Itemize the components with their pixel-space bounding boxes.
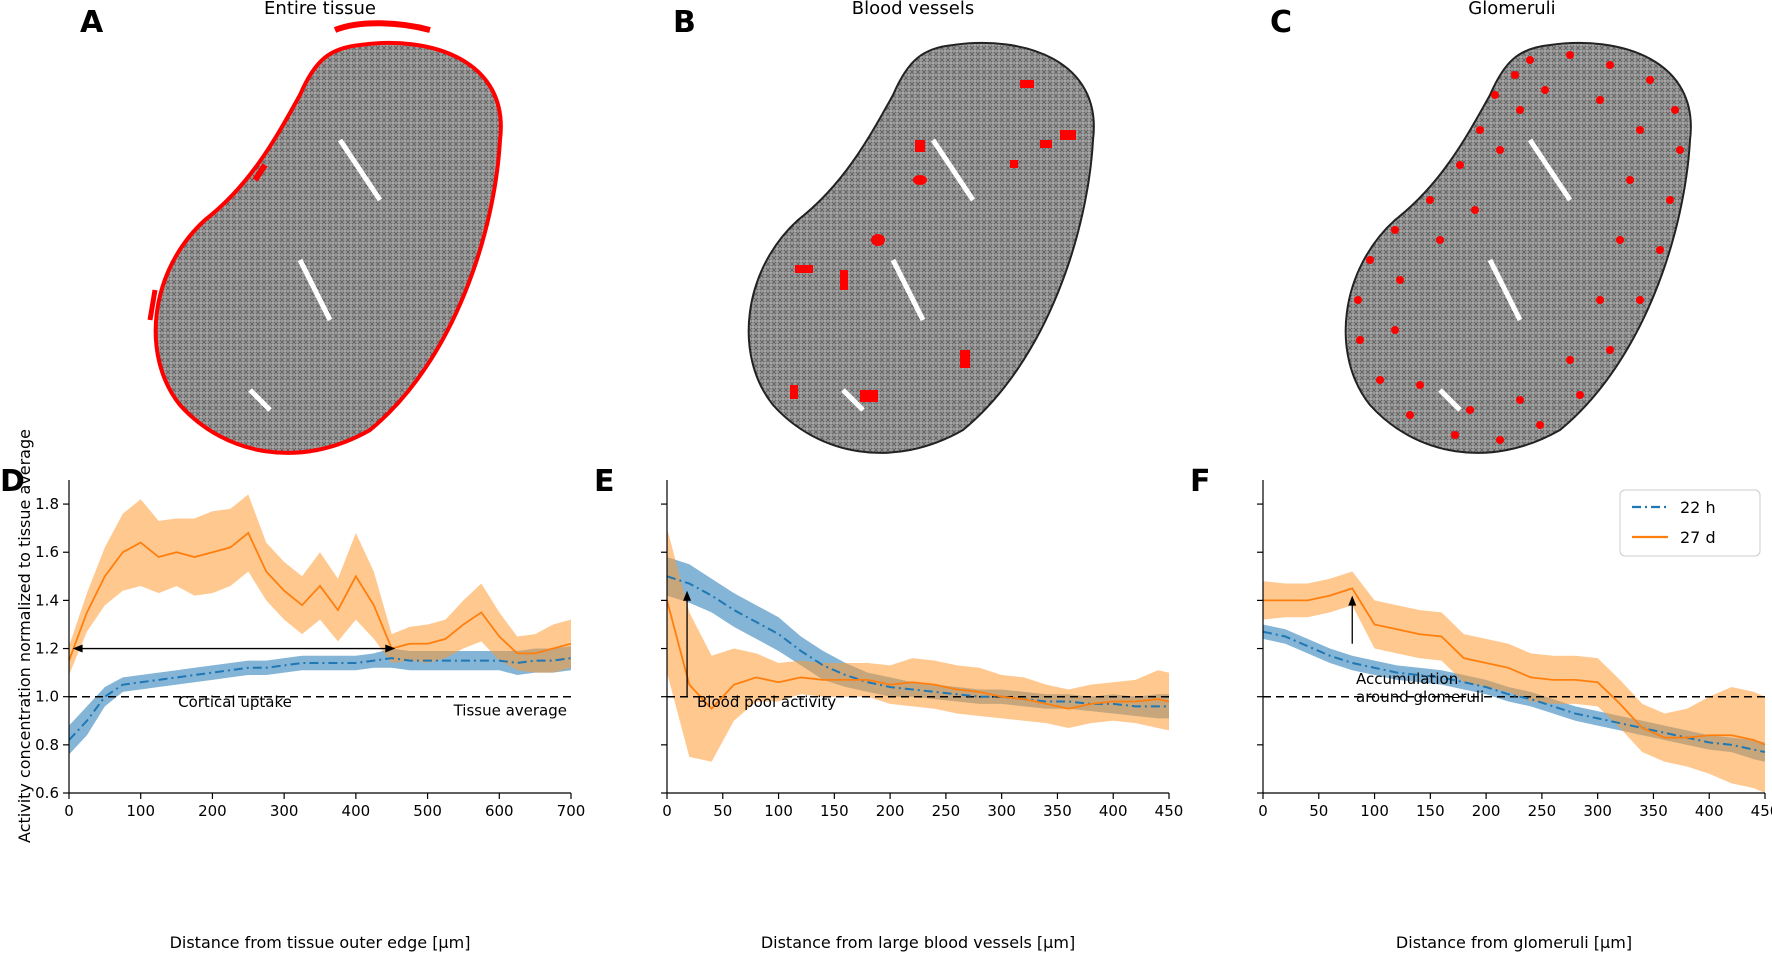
chart-d: 0 100 200 300 400 500 600 700 0.6 0.8 1.0 1.2 1.4 1.… — [35, 480, 585, 952]
x-tick-label: 250 — [932, 802, 961, 820]
x-tick-label: 50 — [1309, 802, 1328, 820]
panel-letter-c: C — [1270, 5, 1292, 40]
accumulation-label-line2: around glomeruli — [1356, 688, 1484, 706]
chart-d-reference-label: Tissue average — [453, 702, 567, 720]
panel-title-a: Entire tissue — [264, 0, 376, 19]
chart-f-x-label: Distance from glomeruli [µm] — [1396, 933, 1632, 952]
y-tick-label: 0.8 — [35, 736, 59, 754]
x-tick-label: 200 — [198, 802, 227, 820]
chart-e-y-ticks — [661, 503, 667, 794]
panel-letter-d: D — [0, 464, 25, 499]
chart-d-x-ticks: 0 100 200 300 400 500 600 700 — [64, 793, 585, 820]
panel-letter-b: B — [673, 5, 696, 40]
x-tick-label: 350 — [1639, 802, 1668, 820]
x-tick-label: 50 — [713, 802, 732, 820]
x-tick-label: 0 — [64, 802, 74, 820]
chart-f: 0 50 100 150 200 250 300 350 400 450 Distance fro… — [1257, 480, 1772, 952]
chart-d-band-22h — [69, 646, 571, 755]
cortical-uptake-label: Cortical uptake — [178, 693, 292, 711]
legend: 22 h 27 d — [1619, 489, 1761, 557]
chart-e: 0 50 100 150 200 250 300 350 400 450 Distance fro… — [661, 480, 1183, 952]
x-tick-label: 100 — [1360, 802, 1389, 820]
x-tick-label: 100 — [126, 802, 155, 820]
blood-pool-label: Blood pool activity — [697, 693, 836, 711]
x-tick-label: 400 — [342, 802, 371, 820]
chart-d-y-ticks: 0.6 0.8 1.0 1.2 1.4 1.6 1.8 — [35, 495, 69, 802]
x-tick-label: 300 — [1583, 802, 1612, 820]
y-axis-label: Activity concentration normalized to tis… — [15, 429, 34, 843]
chart-f-band-27d — [1263, 571, 1765, 793]
x-tick-label: 250 — [1528, 802, 1557, 820]
chart-f-line-22h — [1263, 630, 1765, 754]
panel-title-b: Blood vessels — [852, 0, 974, 19]
x-tick-label: 700 — [557, 802, 586, 820]
chart-d-line-27d — [69, 531, 571, 661]
accumulation-label-line1: Accumulation — [1356, 670, 1458, 688]
panel-title-c: Glomeruli — [1468, 0, 1555, 19]
y-tick-label: 1.2 — [35, 640, 59, 658]
x-tick-label: 0 — [1258, 802, 1268, 820]
chart-e-x-label: Distance from large blood vessels [µm] — [761, 933, 1075, 952]
x-tick-label: 0 — [662, 802, 672, 820]
kidney-image-blood-vessels — [747, 41, 1095, 454]
legend-label-27d: 27 d — [1680, 528, 1716, 547]
x-tick-label: 100 — [764, 802, 793, 820]
chart-f-y-ticks — [1257, 503, 1263, 794]
chart-e-band-27d — [667, 528, 1169, 762]
x-tick-label: 500 — [413, 802, 442, 820]
kidney-image-glomeruli — [1344, 41, 1692, 454]
chart-f-line-27d — [1263, 587, 1765, 746]
chart-d-x-label: Distance from tissue outer edge [µm] — [170, 933, 471, 952]
accumulation-arrow — [1348, 595, 1357, 644]
legend-label-22h: 22 h — [1680, 498, 1716, 517]
chart-e-line-27d — [667, 600, 1169, 711]
x-tick-label: 400 — [1099, 802, 1128, 820]
y-tick-label: 1.4 — [35, 591, 59, 609]
x-tick-label: 300 — [270, 802, 299, 820]
x-tick-label: 200 — [876, 802, 905, 820]
chart-d-line-22h — [69, 657, 571, 741]
chart-e-x-ticks: 0 50 100 150 200 250 300 350 400 450 — [662, 793, 1183, 820]
kidney-image-entire-tissue — [147, 20, 503, 455]
y-tick-label: 1.8 — [35, 495, 59, 513]
x-tick-label: 150 — [1416, 802, 1445, 820]
y-tick-label: 0.6 — [35, 784, 59, 802]
panel-letter-a: A — [80, 5, 104, 40]
y-tick-label: 1.6 — [35, 543, 59, 561]
chart-f-x-ticks: 0 50 100 150 200 250 300 350 400 450 — [1258, 793, 1772, 820]
x-tick-label: 300 — [987, 802, 1016, 820]
x-tick-label: 400 — [1695, 802, 1724, 820]
panel-letter-f: F — [1190, 464, 1211, 499]
panel-letter-e: E — [594, 464, 615, 499]
x-tick-label: 600 — [485, 802, 514, 820]
x-tick-label: 200 — [1472, 802, 1501, 820]
cortical-uptake-arrow — [72, 644, 396, 653]
x-tick-label: 150 — [820, 802, 849, 820]
x-tick-label: 450 — [1155, 802, 1184, 820]
x-tick-label: 450 — [1751, 802, 1772, 820]
y-tick-label: 1.0 — [35, 688, 59, 706]
x-tick-label: 350 — [1043, 802, 1072, 820]
blood-pool-arrow — [683, 590, 692, 697]
